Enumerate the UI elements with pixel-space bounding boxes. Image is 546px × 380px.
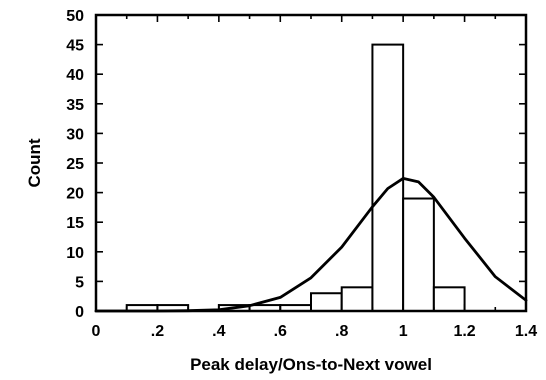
y-tick-label: 30 bbox=[66, 126, 84, 143]
x-axis-ticks: 0 .2 .4 .6 .8 1 1.2 1.4 bbox=[92, 15, 537, 340]
y-tick-label: 0 bbox=[75, 304, 84, 321]
y-tick-label: 5 bbox=[75, 274, 84, 291]
histogram-bar bbox=[371, 43, 405, 312]
y-tick-label: 25 bbox=[66, 156, 84, 173]
x-tick-label: .2 bbox=[151, 323, 164, 340]
x-tick-label: 1.2 bbox=[453, 323, 475, 340]
x-tick-label: .4 bbox=[212, 323, 225, 340]
x-tick-label: 0 bbox=[92, 323, 101, 340]
histogram-bar bbox=[402, 197, 435, 313]
y-tick-label: 45 bbox=[66, 38, 84, 55]
histogram-bar bbox=[432, 286, 466, 313]
y-tick-label: 35 bbox=[66, 97, 84, 114]
x-axis-title: Peak delay/Ons-to-Next vowel bbox=[190, 355, 432, 374]
histogram-bar bbox=[340, 286, 374, 313]
y-tick-label: 15 bbox=[66, 215, 84, 232]
y-tick-label: 40 bbox=[66, 67, 84, 84]
x-tick-label: 1.4 bbox=[515, 323, 537, 340]
x-tick-label: .6 bbox=[274, 323, 287, 340]
y-axis-title: Count bbox=[25, 138, 44, 187]
histogram-bars bbox=[125, 43, 466, 313]
x-tick-label: .8 bbox=[335, 323, 348, 340]
x-tick-label: 1 bbox=[399, 323, 408, 340]
plot-frame bbox=[94, 13, 528, 313]
y-tick-label: 20 bbox=[66, 186, 84, 203]
histogram-bar bbox=[310, 292, 343, 312]
y-tick-label: 50 bbox=[66, 8, 84, 25]
y-tick-label: 10 bbox=[66, 245, 84, 262]
y-axis-ticks: 0 5 10 15 20 25 30 35 40 45 50 bbox=[66, 8, 526, 321]
